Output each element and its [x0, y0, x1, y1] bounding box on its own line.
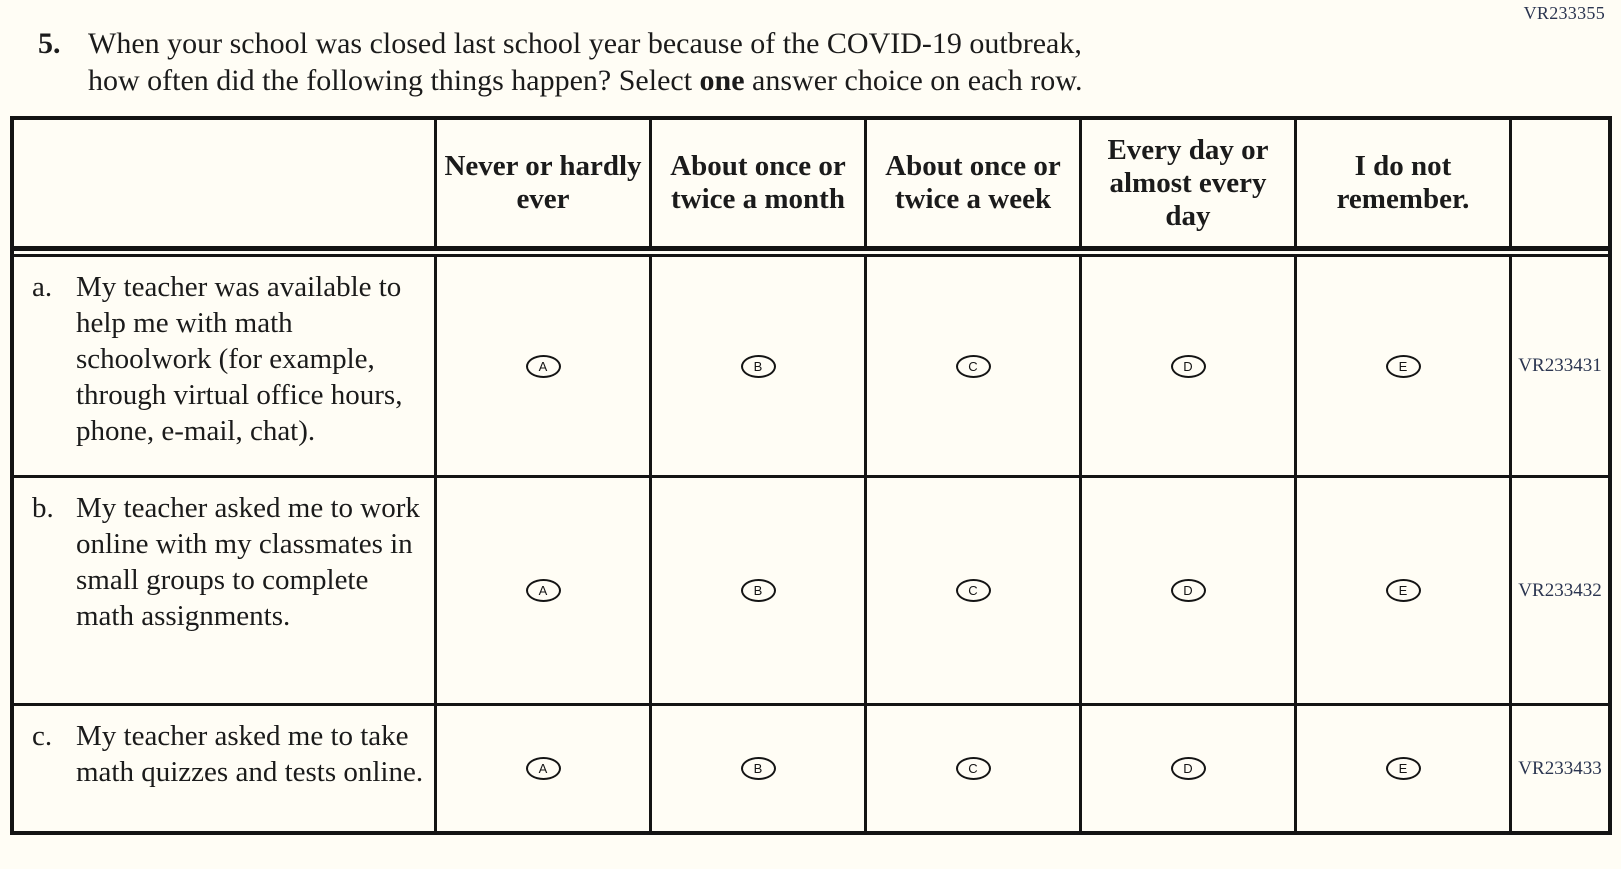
row-b-option-cell-D: D [1079, 475, 1294, 703]
row-c-option-cell-B: B [649, 703, 864, 831]
row-b-option-cell-B: B [649, 475, 864, 703]
header-do-not-remember: I do not remember. [1294, 120, 1509, 246]
row-c-letter: c. [32, 720, 53, 752]
question-line1: When your school was closed last school … [88, 27, 1082, 60]
row-a-option-cell-D: D [1079, 257, 1294, 475]
row-a-option-cell-C: C [864, 257, 1079, 475]
row-c-item-code: VR233433 [1509, 703, 1608, 831]
row-c-option-cell-E: E [1294, 703, 1509, 831]
row-a-bubble-B[interactable]: B [740, 354, 776, 378]
row-b-option-cell-A: A [434, 475, 649, 703]
question-number: 5. [38, 27, 61, 60]
header-code-blank [1509, 120, 1608, 246]
row-b-option-cell-C: C [864, 475, 1079, 703]
response-matrix-table: Never or hardly ever About once or twice… [10, 116, 1612, 835]
header-double-rule [14, 246, 1608, 257]
row-c-option-cell-D: D [1079, 703, 1294, 831]
row-c-text: My teacher asked me to take math quizzes… [76, 720, 424, 788]
row-c-bubble-C[interactable]: C [955, 757, 991, 780]
row-b-text: My teacher asked me to work online with … [76, 492, 420, 632]
row-a-text: My teacher was available to help me with… [76, 271, 403, 447]
row-b-item-code: VR233432 [1509, 475, 1608, 703]
question-block: 5. When your school was closed last scho… [0, 0, 1621, 99]
row-b-bubble-A[interactable]: A [525, 579, 561, 602]
header-once-twice-month: About once or twice a month [649, 120, 864, 246]
question-text: When your school was closed last school … [88, 25, 1082, 99]
row-c-bubble-B[interactable]: B [740, 757, 776, 780]
table-row-b-statement: b. My teacher asked me to work online wi… [14, 475, 434, 703]
header-every-day: Every day or almost every day [1079, 120, 1294, 246]
row-b-bubble-E[interactable]: E [1385, 579, 1421, 602]
row-c-bubble-A[interactable]: A [525, 757, 561, 780]
row-b-bubble-C[interactable]: C [955, 579, 991, 602]
row-a-option-cell-A: A [434, 257, 649, 475]
row-a-option-cell-B: B [649, 257, 864, 475]
row-b-bubble-B[interactable]: B [740, 579, 776, 602]
page-form-code: VR233355 [1523, 3, 1605, 23]
table-row-c-statement: c. My teacher asked me to take math quiz… [14, 703, 434, 831]
table-row-a-statement: a. My teacher was available to help me w… [14, 257, 434, 475]
question-line2-before: how often did the following things happe… [88, 64, 693, 97]
row-b-bubble-D[interactable]: D [1170, 579, 1206, 602]
row-c-bubble-D[interactable]: D [1170, 757, 1206, 780]
row-c-option-cell-C: C [864, 703, 1079, 831]
question-line2-after: answer choice on each row. [752, 64, 1083, 97]
row-b-letter: b. [32, 492, 54, 524]
row-c-bubble-E[interactable]: E [1385, 757, 1421, 780]
row-a-bubble-D[interactable]: D [1170, 354, 1206, 378]
row-a-letter: a. [32, 271, 53, 303]
row-a-option-cell-E: E [1294, 257, 1509, 475]
row-c-option-cell-A: A [434, 703, 649, 831]
row-a-item-code: VR233431 [1509, 257, 1608, 475]
row-a-bubble-C[interactable]: C [955, 354, 991, 378]
header-never-or-hardly-ever: Never or hardly ever [434, 120, 649, 246]
row-a-bubble-A[interactable]: A [525, 354, 561, 378]
row-a-bubble-E[interactable]: E [1385, 354, 1421, 378]
question-bold-word: one [699, 64, 745, 97]
row-b-option-cell-E: E [1294, 475, 1509, 703]
header-statement-blank [14, 120, 434, 246]
header-once-twice-week: About once or twice a week [864, 120, 1079, 246]
